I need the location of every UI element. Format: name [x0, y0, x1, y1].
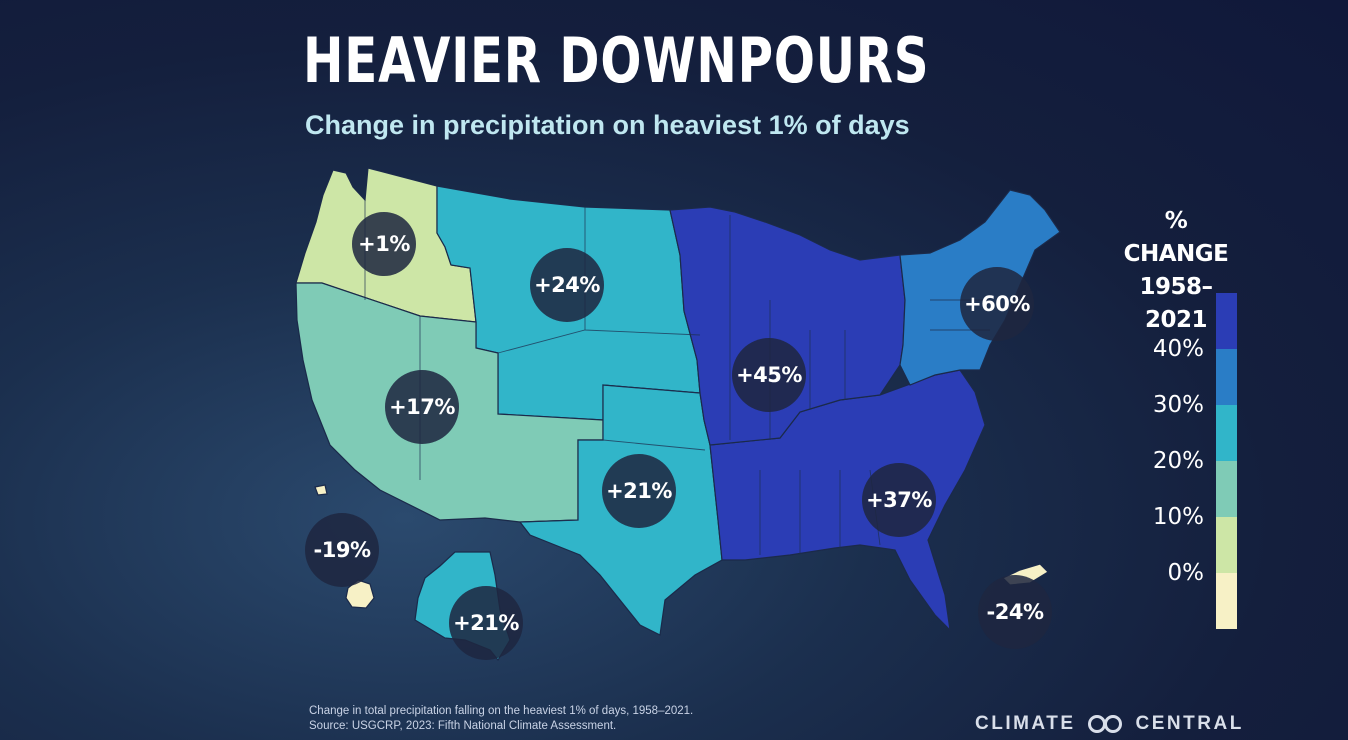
value-badge-southeast: +37%	[862, 463, 936, 537]
region-hawaii-islet	[314, 484, 328, 496]
legend-swatch	[1216, 573, 1237, 629]
source-line2: Source: USGCRP, 2023: Fifth National Cli…	[309, 720, 617, 732]
region-midwest	[669, 206, 906, 446]
legend-title-line1: % CHANGE	[1123, 208, 1229, 267]
value-badge-northeast: +60%	[960, 267, 1034, 341]
legend-tick-label: 10%	[1152, 504, 1204, 530]
brand-text-left: CLIMATE	[975, 713, 1076, 734]
source-note: Change in total precipitation falling on…	[309, 704, 693, 734]
legend-tick-label: 30%	[1152, 392, 1204, 418]
value-badge-alaska: +21%	[449, 586, 523, 660]
value-badge-southwest: +17%	[385, 370, 459, 444]
value-badge-midwest: +45%	[732, 338, 806, 412]
legend-swatch	[1216, 349, 1237, 405]
value-badge-puerto-rico: -24%	[978, 575, 1052, 649]
legend-tick-label: 20%	[1152, 448, 1204, 474]
legend-title-line2: 1958–2021	[1139, 274, 1213, 333]
legend-tick-label: 0%	[1167, 560, 1205, 586]
brand-text-right: CENTRAL	[1135, 713, 1244, 734]
legend-swatch	[1216, 293, 1237, 349]
page-title: HEAVIER DOWNPOURS	[303, 24, 930, 97]
interlocking-circles-icon	[1082, 713, 1130, 735]
value-badge-southern-great-plains: +21%	[602, 454, 676, 528]
legend-color-bar	[1216, 293, 1237, 630]
legend-tick-label: 40%	[1152, 336, 1204, 362]
legend-title: % CHANGE 1958–2021	[1112, 205, 1240, 337]
value-badge-northwest: +1%	[352, 212, 416, 276]
legend-swatch	[1216, 461, 1237, 517]
legend-swatch	[1216, 517, 1237, 573]
value-badge-northern-great-plains: +24%	[530, 248, 604, 322]
page-subtitle: Change in precipitation on heaviest 1% o…	[305, 110, 910, 140]
value-badge-hawaii: -19%	[305, 513, 379, 587]
source-line1: Change in total precipitation falling on…	[309, 705, 694, 717]
legend-swatch	[1216, 405, 1237, 461]
brand-logo: CLIMATE CENTRAL	[975, 713, 1244, 735]
